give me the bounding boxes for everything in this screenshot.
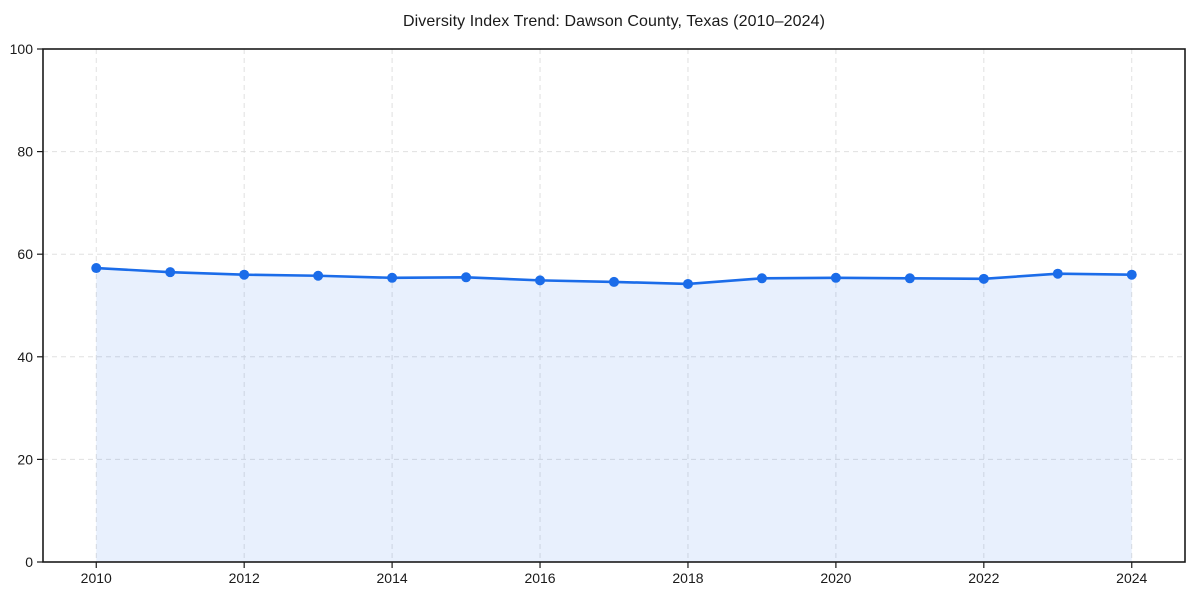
data-point-marker xyxy=(978,273,989,284)
data-point-marker xyxy=(313,270,324,281)
data-point-marker xyxy=(535,275,546,286)
data-point-marker xyxy=(387,272,398,283)
data-point-marker xyxy=(682,278,693,289)
y-tick-label: 40 xyxy=(17,349,33,365)
data-point-marker xyxy=(165,267,176,278)
y-tick-label: 20 xyxy=(17,451,33,467)
y-tick-label: 100 xyxy=(10,41,34,57)
area-fill xyxy=(96,268,1132,562)
chart-title: Diversity Index Trend: Dawson County, Te… xyxy=(402,13,825,30)
y-tick-label: 0 xyxy=(25,554,33,570)
data-point-marker xyxy=(239,269,250,280)
x-tick-label: 2014 xyxy=(377,570,408,586)
y-tick-label: 80 xyxy=(17,144,33,160)
y-tick-label: 60 xyxy=(17,246,33,262)
x-tick-label: 2018 xyxy=(672,570,703,586)
data-point-marker xyxy=(461,272,472,283)
data-point-marker xyxy=(609,276,619,287)
data-point-marker xyxy=(91,263,102,274)
x-tick-label: 2012 xyxy=(229,570,260,586)
data-point-marker xyxy=(830,272,841,283)
plot-border xyxy=(42,48,1186,563)
data-point-marker xyxy=(1126,269,1137,280)
x-tick-label: 2022 xyxy=(968,570,999,586)
data-point-marker xyxy=(1052,268,1063,279)
data-point-marker xyxy=(756,273,767,284)
x-tick-label: 2024 xyxy=(1116,570,1147,586)
x-tick-label: 2020 xyxy=(820,570,851,586)
x-tick-label: 2010 xyxy=(81,570,112,586)
x-tick-label: 2016 xyxy=(524,570,555,586)
data-point-marker xyxy=(904,273,915,284)
